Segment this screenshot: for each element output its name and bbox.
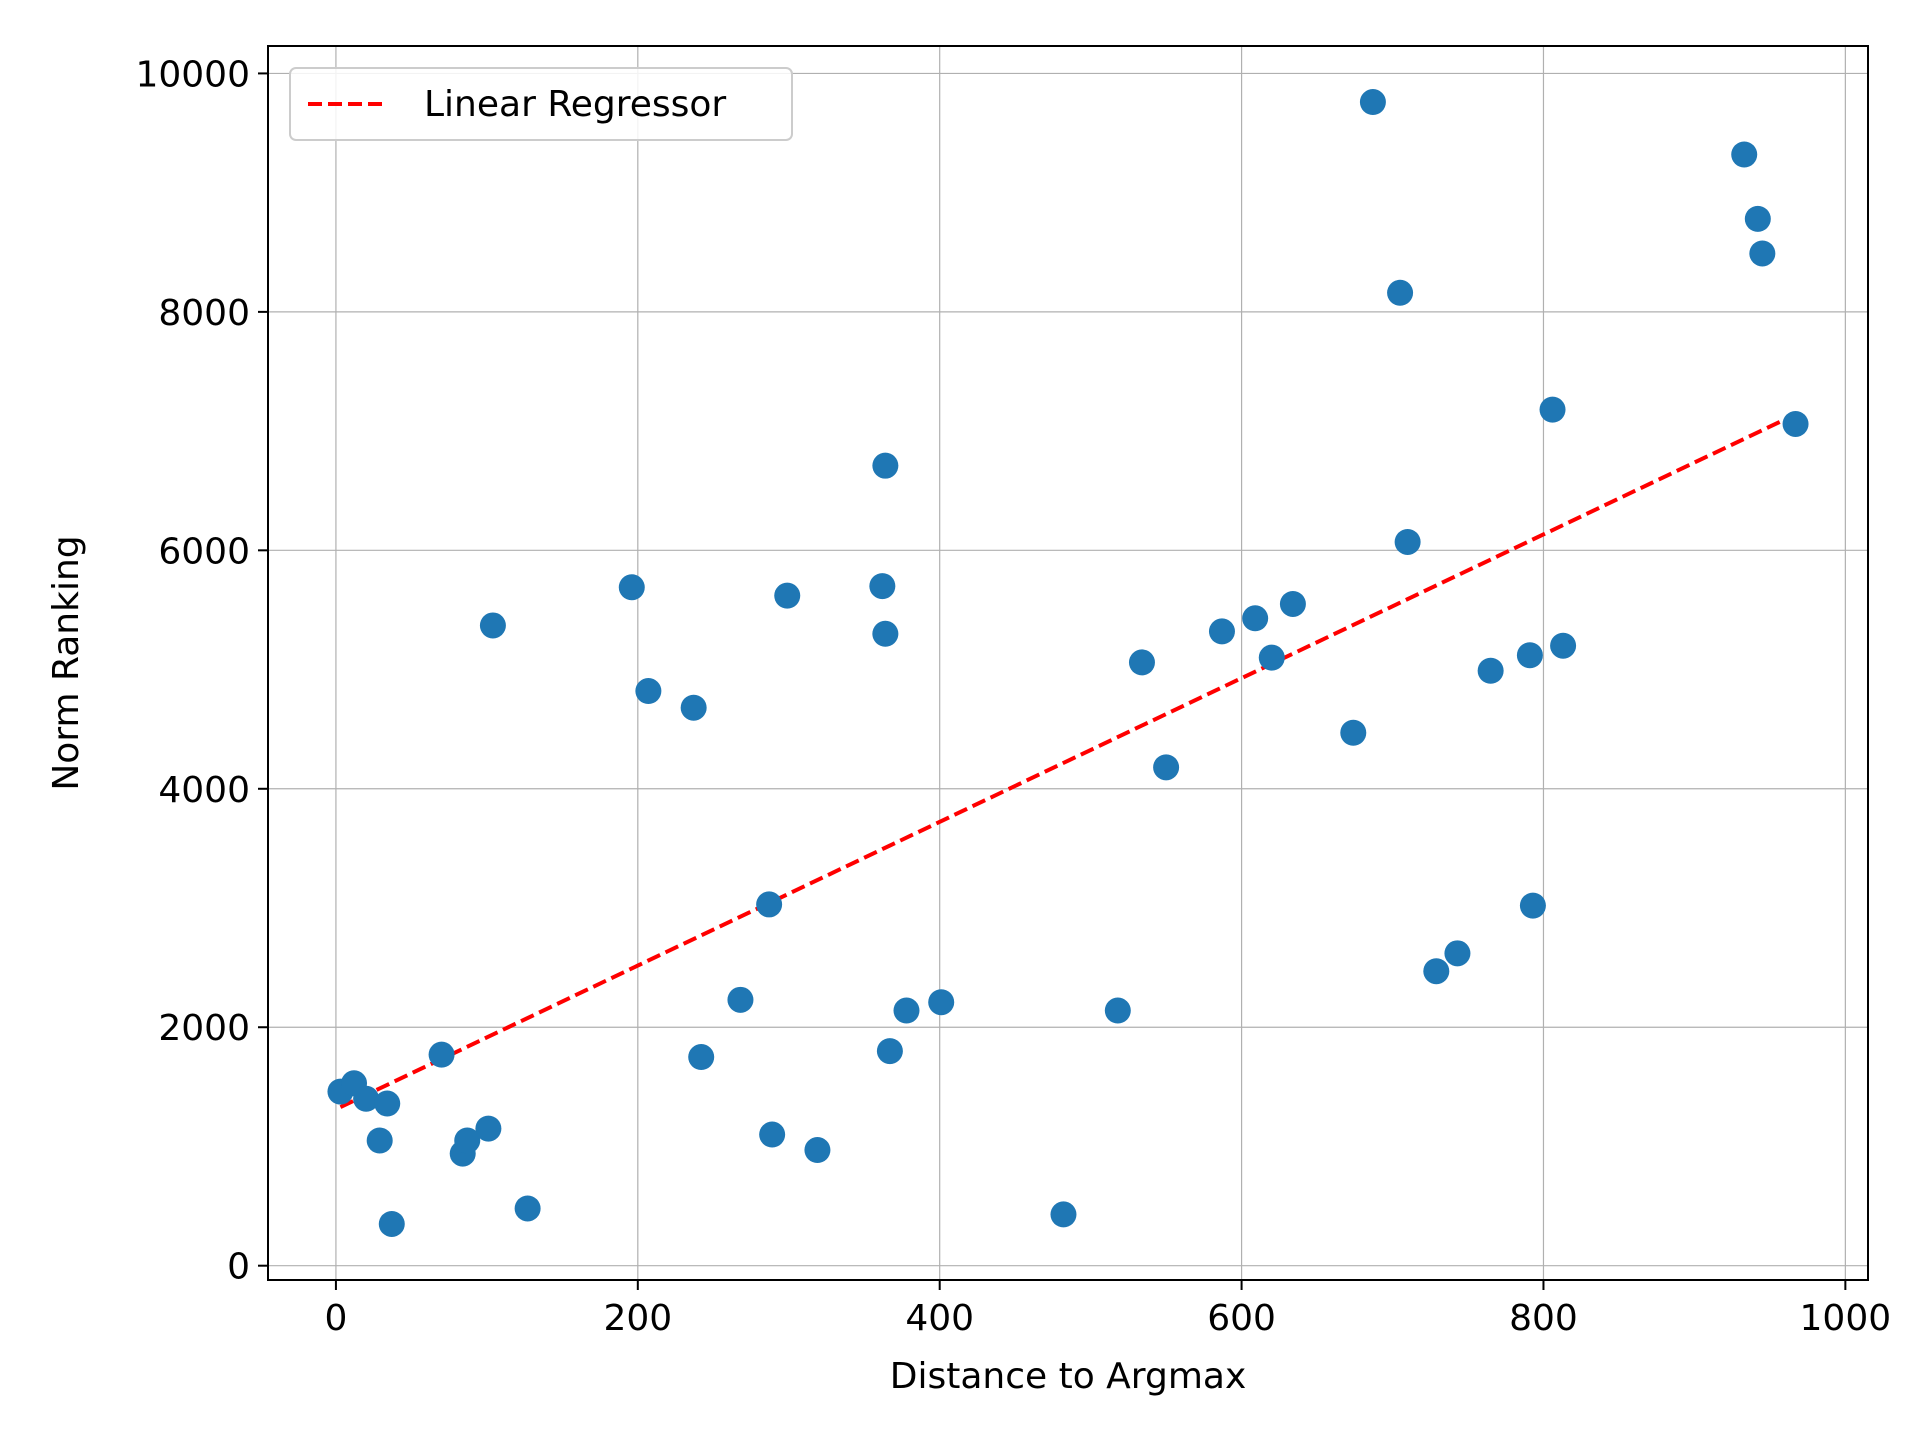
- scatter-point: [928, 989, 955, 1016]
- x-tick-label: 400: [905, 1298, 974, 1339]
- legend-label-linear-regressor: Linear Regressor: [424, 84, 726, 125]
- scatter-point: [1519, 892, 1546, 919]
- y-tick-label: 0: [227, 1247, 250, 1288]
- scatter-points: [327, 89, 1809, 1237]
- y-tick-label: 8000: [158, 293, 250, 334]
- x-axis-ticks: 0 200 400 600 800 1000: [324, 1280, 1891, 1339]
- scatter-point: [479, 612, 506, 639]
- scatter-point: [366, 1127, 393, 1154]
- scatter-point: [1749, 240, 1776, 267]
- scatter-point: [1242, 605, 1269, 632]
- y-tick-label: 10000: [135, 54, 250, 95]
- axes-frame: [267, 45, 1869, 1281]
- x-tick-label: 1000: [1800, 1298, 1892, 1339]
- legend: Linear Regressor: [289, 67, 793, 141]
- scatter-point: [1104, 997, 1131, 1024]
- x-tick-label: 200: [603, 1298, 672, 1339]
- scatter-point: [688, 1044, 715, 1071]
- scatter-point: [872, 452, 899, 479]
- y-axis-label: Norm Ranking: [46, 535, 87, 790]
- scatter-point: [1050, 1201, 1077, 1228]
- legend-box: [289, 67, 793, 141]
- scatter-point: [1340, 719, 1367, 746]
- scatter-point: [454, 1127, 481, 1154]
- scatter-point: [1477, 657, 1504, 684]
- scatter-point: [1539, 396, 1566, 423]
- scatter-point: [378, 1210, 405, 1237]
- scatter-point: [1394, 528, 1421, 555]
- scatter-point: [618, 574, 645, 601]
- scatter-point: [353, 1085, 380, 1112]
- scatter-point: [1258, 644, 1285, 671]
- scatter-point: [374, 1090, 401, 1117]
- regression-layer: [339, 412, 1797, 1109]
- x-tick-label: 0: [324, 1298, 347, 1339]
- scatter-point: [428, 1041, 455, 1068]
- scatter-point: [1444, 940, 1471, 967]
- scatter-point: [893, 997, 920, 1024]
- x-axis-label: Distance to Argmax: [890, 1356, 1247, 1397]
- scatter-point: [756, 891, 783, 918]
- y-axis-ticks: 0 2000 4000 6000 8000 10000: [135, 54, 268, 1288]
- scatter-point: [1731, 141, 1758, 168]
- scatter-point: [1279, 590, 1306, 617]
- x-tick-label: 600: [1207, 1298, 1276, 1339]
- scatter-point: [759, 1121, 786, 1148]
- scatter-point: [1782, 410, 1809, 437]
- scatter-point: [1153, 754, 1180, 781]
- scatter-point: [1550, 632, 1577, 659]
- scatter-point: [774, 582, 801, 609]
- scatter-point: [876, 1038, 903, 1065]
- x-tick-label: 800: [1509, 1298, 1578, 1339]
- scatter-point: [869, 573, 896, 600]
- scatter-point: [1359, 89, 1386, 116]
- scatter-point: [1744, 205, 1771, 232]
- regression-line: [339, 412, 1797, 1109]
- scatter-point: [804, 1137, 831, 1164]
- scatter-point: [635, 678, 662, 705]
- scatter-point: [680, 694, 707, 721]
- scatter-point: [1387, 279, 1414, 306]
- scatter-point: [1423, 958, 1450, 985]
- scatter-point: [1516, 642, 1543, 669]
- scatter-point: [872, 620, 899, 647]
- y-tick-label: 6000: [158, 531, 250, 572]
- scatter-point: [514, 1195, 541, 1222]
- scatter-point: [727, 986, 754, 1013]
- scatter-point: [475, 1115, 502, 1142]
- y-tick-label: 4000: [158, 770, 250, 811]
- scatter-point: [1128, 649, 1155, 676]
- scatter-point: [1208, 618, 1235, 645]
- y-tick-label: 2000: [158, 1008, 250, 1049]
